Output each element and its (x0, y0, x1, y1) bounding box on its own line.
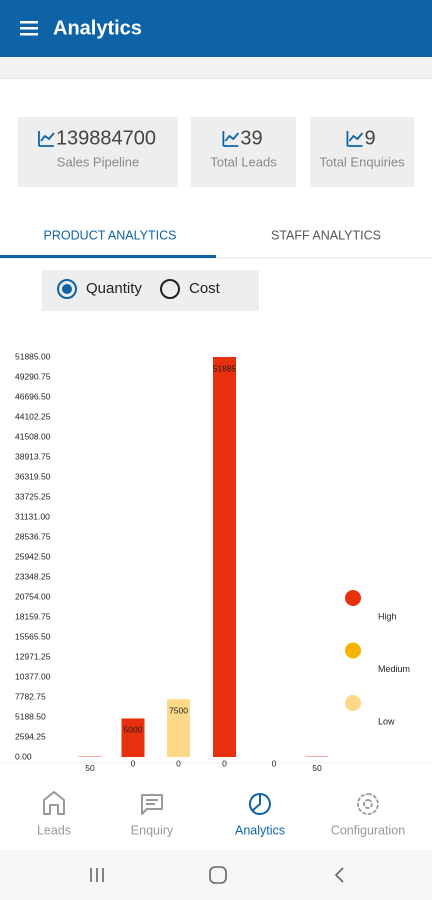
stat-icon (38, 131, 55, 147)
nav-item[interactable]: Enquiry (131, 794, 174, 837)
tab-label[interactable]: PRODUCT ANALYTICS (44, 228, 177, 242)
radio-button[interactable] (57, 279, 77, 299)
bar (213, 357, 236, 757)
back-button[interactable] (334, 867, 344, 883)
data-label: 50 (85, 763, 95, 773)
radio-label[interactable]: Cost (189, 280, 221, 297)
legend-swatch (345, 642, 361, 659)
y-tick-label: 38913.75 (15, 451, 51, 461)
nav-icon (43, 791, 65, 815)
y-tick-label: 23348.25 (15, 571, 51, 581)
stat-label: Sales Pipeline (57, 154, 139, 169)
y-tick-label: 18159.75 (15, 611, 51, 621)
stat-icon (346, 131, 364, 147)
data-label: 0 (176, 758, 181, 768)
radio-dot (62, 284, 72, 294)
y-tick-label: 46696.50 (15, 391, 51, 401)
y-tick-label: 12971.25 (15, 651, 51, 661)
nav-icon (357, 793, 379, 815)
radio-label[interactable]: Quantity (86, 280, 142, 297)
nav-label: Analytics (235, 823, 285, 837)
recents-button[interactable] (90, 868, 104, 882)
data-label: 51885 (213, 363, 237, 373)
legend-swatch (345, 695, 361, 711)
y-tick-label: 25942.50 (15, 551, 51, 561)
y-tick-label: 10377.00 (15, 671, 51, 681)
menu-icon[interactable] (20, 21, 38, 36)
radio-group (42, 270, 259, 311)
data-label: 7500 (169, 705, 188, 715)
y-tick-label: 31131.00 (15, 511, 50, 521)
radio-button[interactable] (160, 279, 180, 299)
nav-icon (248, 793, 271, 815)
y-tick-label: 2594.25 (15, 731, 46, 741)
data-label: 50 (312, 763, 322, 773)
app-title: Analytics (53, 17, 142, 39)
y-tick-label: 36319.50 (15, 471, 51, 481)
y-tick-label: 51885.00 (15, 351, 51, 361)
legend-label: Low (378, 716, 395, 726)
y-tick-label: 28536.75 (15, 531, 51, 541)
stat-card (191, 117, 296, 187)
bar (167, 699, 190, 757)
legend-label: High (378, 611, 397, 621)
y-tick-label: 7782.75 (15, 691, 46, 701)
divider-band (0, 57, 432, 78)
nav-item[interactable]: Analytics (235, 793, 285, 837)
nav-item[interactable]: Leads (37, 791, 71, 837)
stat-card (310, 117, 414, 187)
stat-value: 139884700 (56, 127, 156, 149)
nav-label: Leads (37, 823, 71, 837)
stat-value: 39 (240, 127, 262, 149)
y-tick-label: 20754.00 (15, 591, 51, 601)
y-tick-label: 49290.75 (15, 371, 51, 381)
tab-label[interactable]: STAFF ANALYTICS (271, 228, 381, 242)
tab-indicator (0, 255, 216, 258)
legend-swatch (345, 590, 361, 606)
stat-value: 9 (364, 127, 375, 149)
stat-label: Total Leads (210, 154, 277, 169)
stat-label: Total Enquiries (319, 154, 405, 169)
stat-icon (222, 131, 240, 147)
system-nav (0, 850, 432, 900)
y-tick-label: 5188.50 (15, 711, 46, 721)
data-label: 0 (131, 758, 136, 768)
legend-label: Medium (378, 664, 410, 674)
data-label: 5000 (124, 725, 143, 735)
app-bar (0, 0, 432, 57)
y-tick-label: 41508.00 (15, 431, 51, 441)
nav-label: Enquiry (131, 823, 174, 837)
nav-icon (141, 794, 163, 815)
y-tick-label: 15565.50 (15, 631, 51, 641)
nav-item[interactable]: Configuration (331, 793, 405, 837)
stat-card (18, 117, 178, 187)
bar (121, 718, 145, 757)
y-tick-label: 0.00 (15, 751, 32, 761)
data-label: 0 (272, 758, 277, 768)
divider (0, 78, 432, 79)
data-label: 0 (222, 758, 227, 768)
nav-label: Configuration (331, 823, 405, 837)
home-button[interactable] (209, 866, 227, 884)
y-tick-label: 33725.25 (15, 491, 51, 501)
y-tick-label: 44102.25 (15, 411, 51, 421)
